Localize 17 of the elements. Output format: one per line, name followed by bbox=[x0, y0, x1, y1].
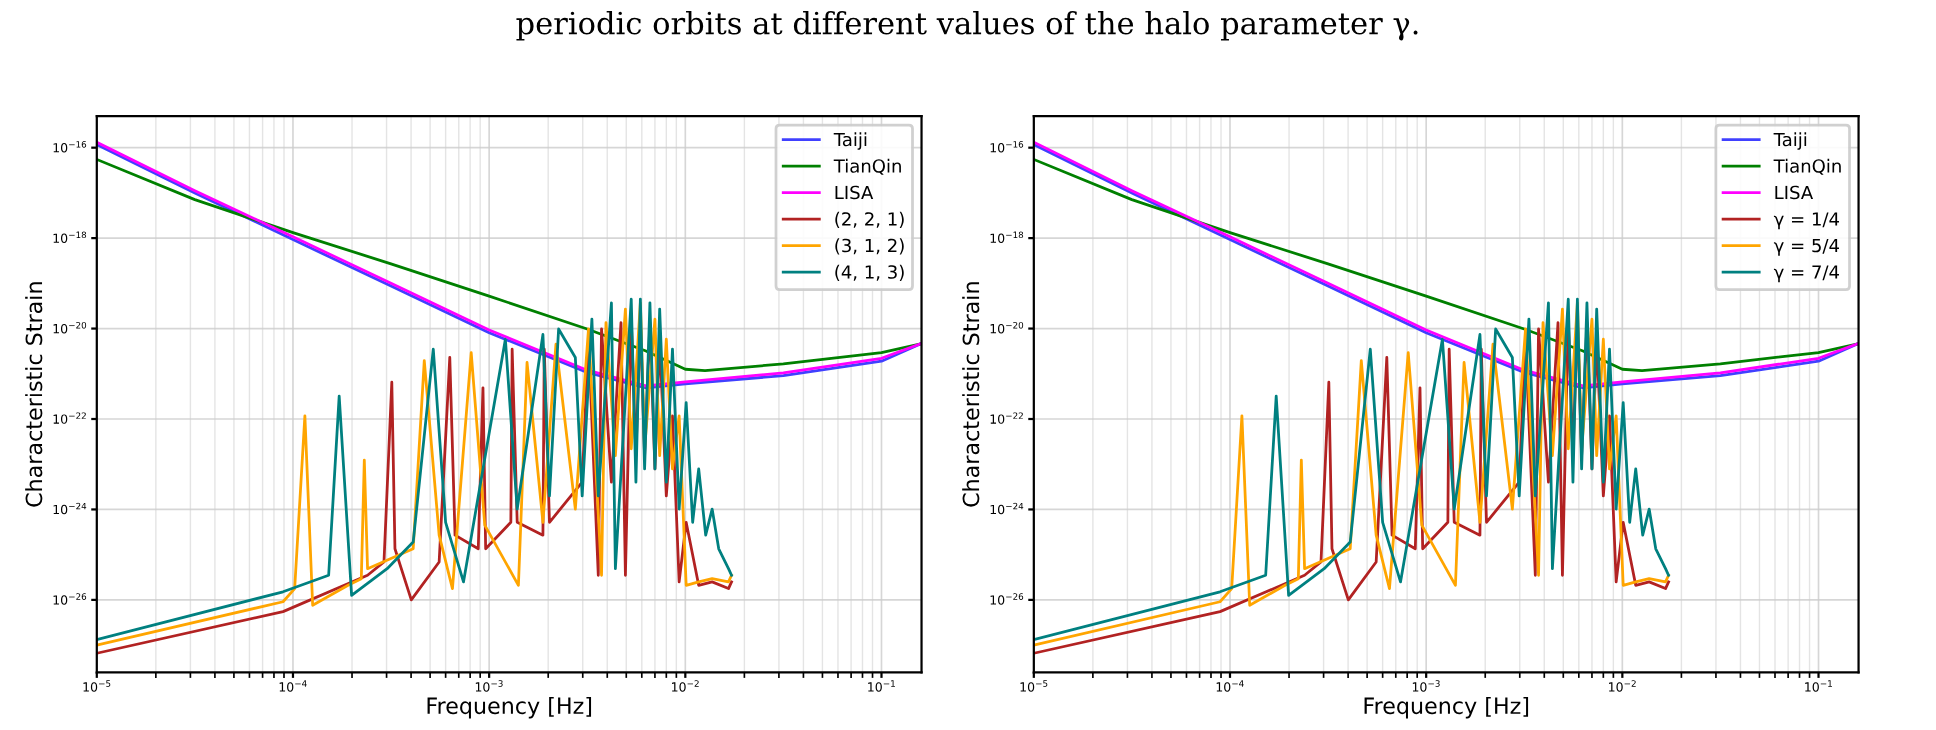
legend-label: γ = 7/4 bbox=[1773, 265, 1839, 283]
legend-label: TianQin bbox=[1773, 158, 1841, 175]
legend-label: Taiji bbox=[1773, 132, 1807, 150]
legend-label: γ = 5/4 bbox=[1773, 238, 1839, 256]
legend-label: LISA bbox=[835, 185, 874, 200]
legend-label: (3, 1, 2) bbox=[835, 238, 904, 255]
x-axis-title: Frequency [Hz] bbox=[1364, 696, 1529, 719]
legend-label: (2, 2, 1) bbox=[835, 211, 904, 228]
legend-label: (4, 1, 3) bbox=[835, 264, 904, 281]
x-axis-title: Frequency [Hz] bbox=[427, 696, 592, 719]
legend-label: LISA bbox=[1775, 185, 1814, 200]
legend-label: Taiji bbox=[833, 132, 867, 150]
legend-label: γ = 1/4 bbox=[1773, 212, 1839, 230]
y-axis-title: Characteristic Strain bbox=[25, 282, 43, 507]
text: periodic orbits at different values of the halo parameter γ. bbox=[516, 10, 1418, 41]
legend-label: TianQin bbox=[833, 158, 901, 175]
y-axis-title: Characteristic Strain bbox=[962, 282, 980, 507]
